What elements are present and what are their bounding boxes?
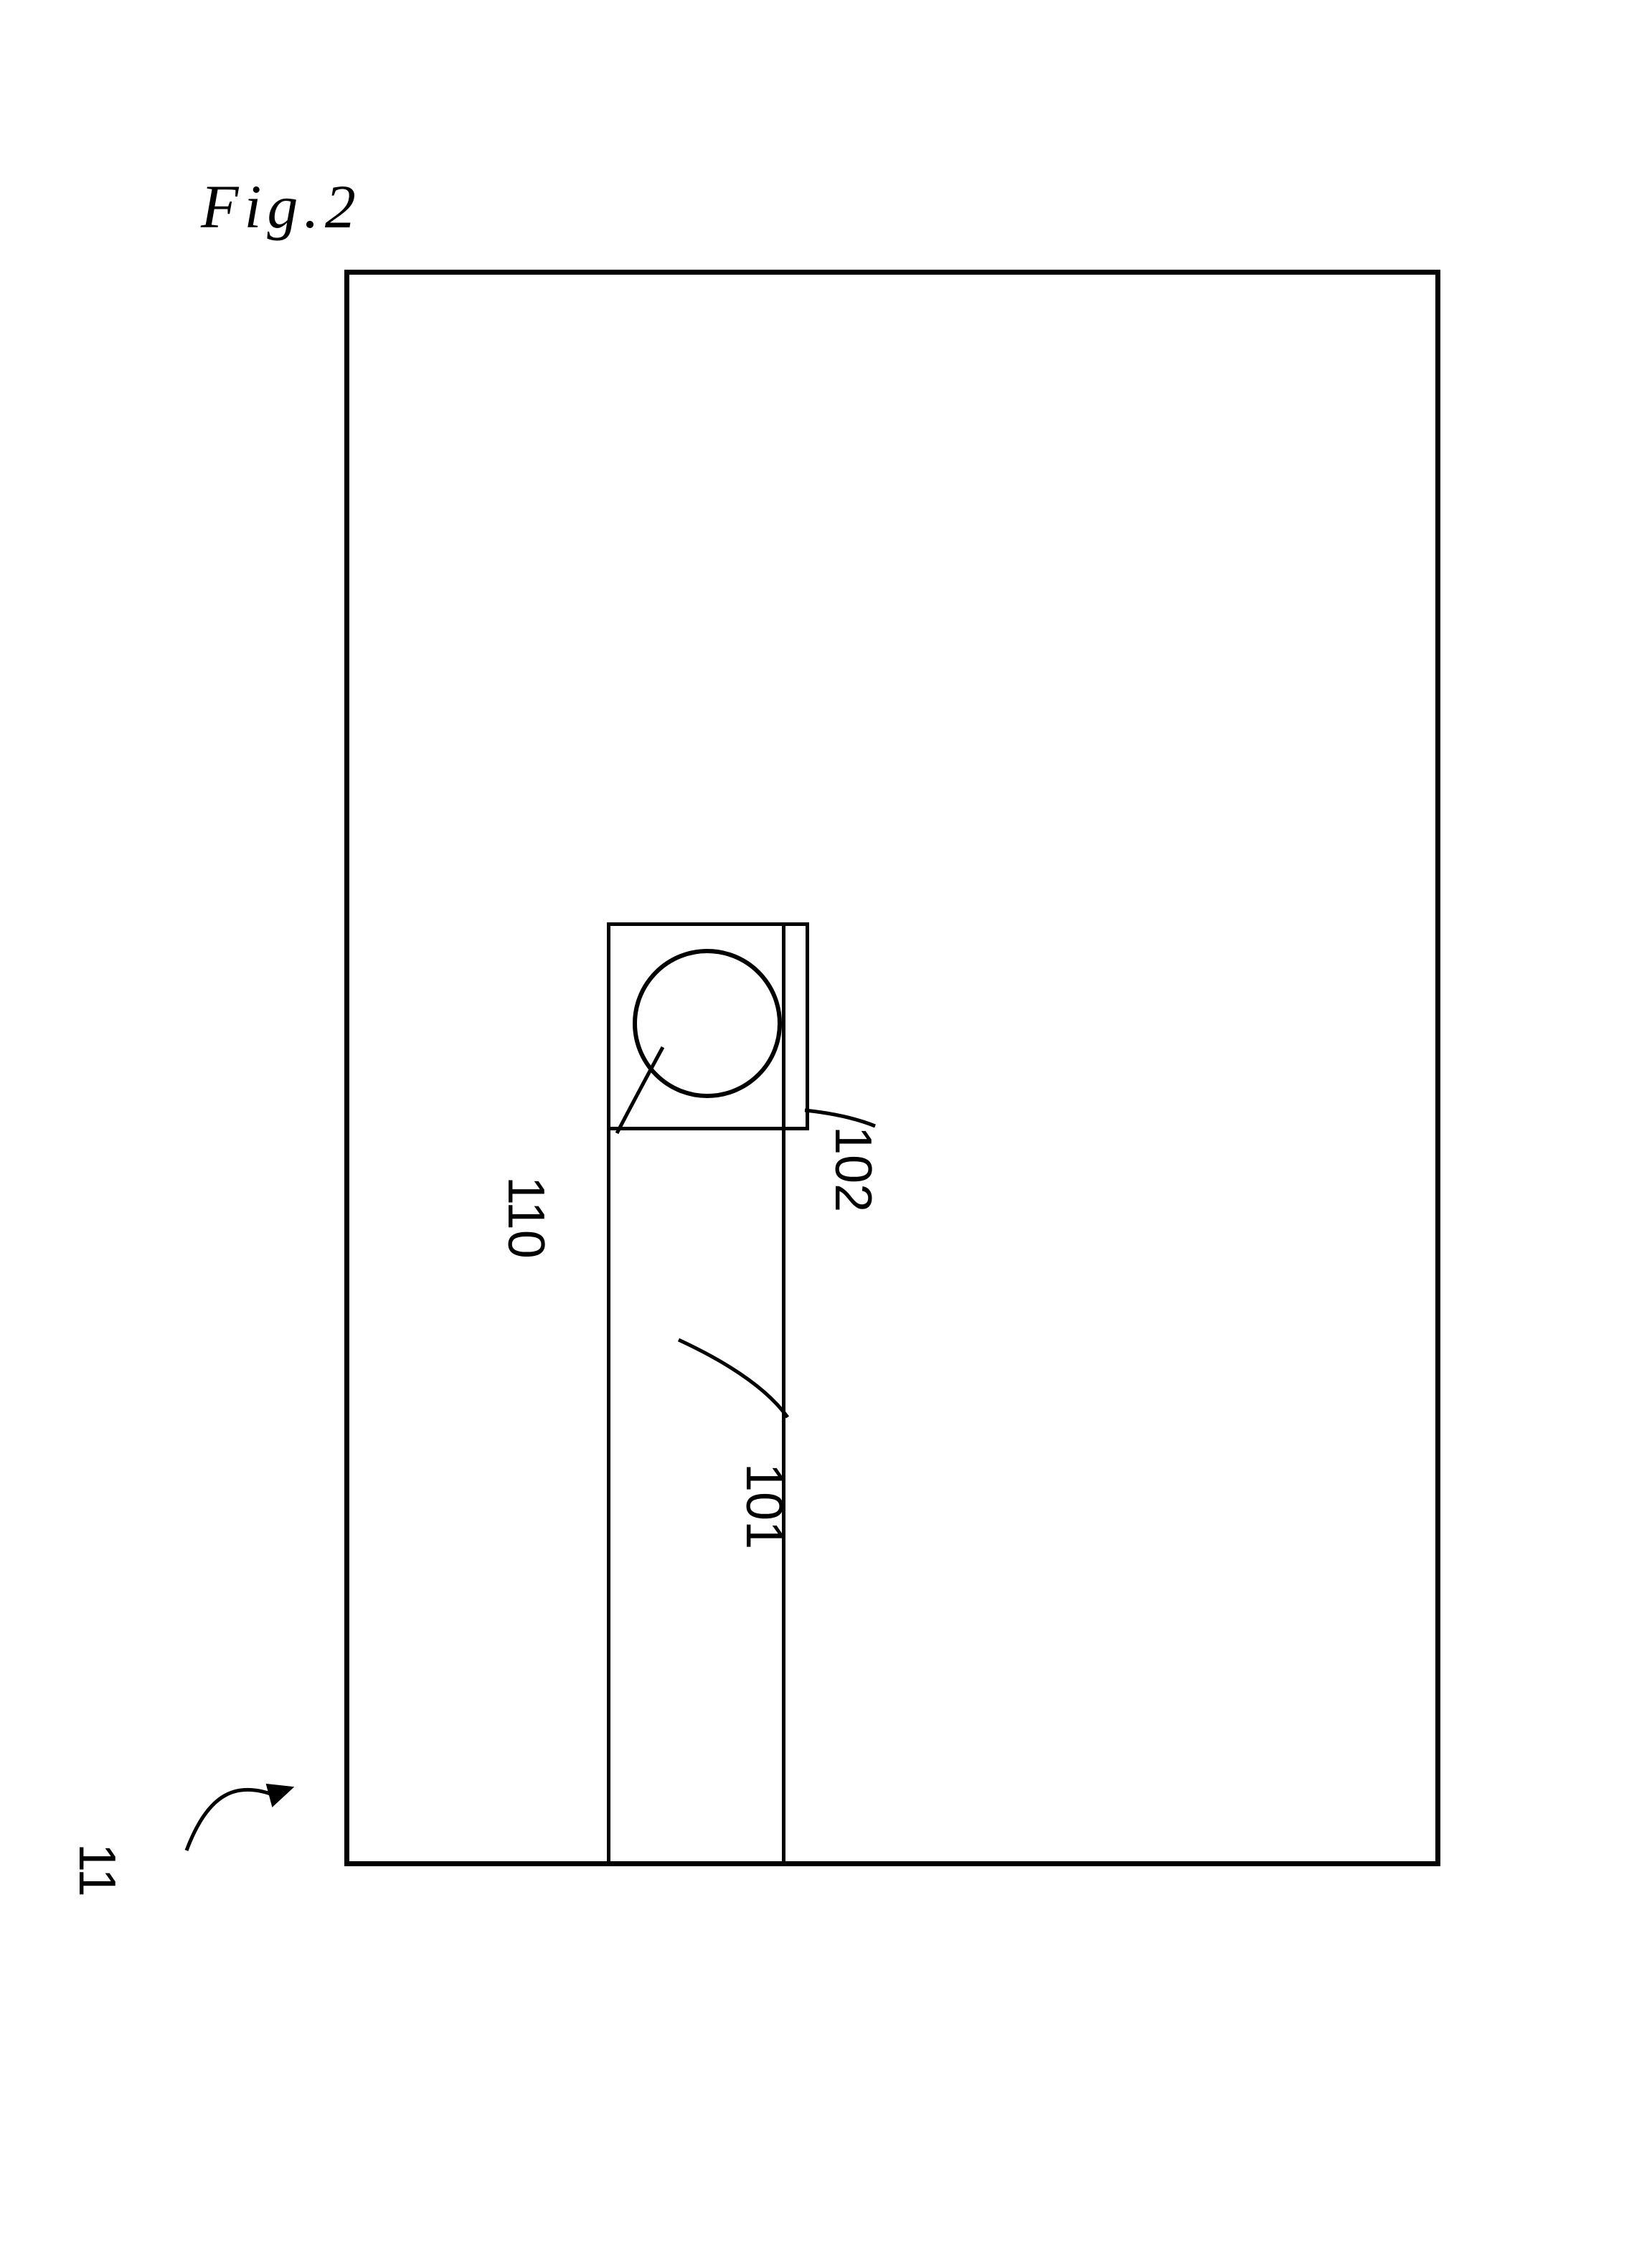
leader-11-arrow-head	[267, 1784, 293, 1806]
insert-circle	[633, 949, 782, 1098]
figure-label: Fig.2	[201, 171, 362, 242]
figure-canvas: Fig.2 101 102 110 11	[0, 0, 1652, 2260]
outer-frame	[344, 270, 1440, 1866]
leader-11-arrow-shaft	[187, 1789, 280, 1850]
ref-label-101: 101	[735, 1463, 793, 1549]
ref-label-11: 11	[67, 1843, 126, 1897]
ref-label-102: 102	[823, 1126, 882, 1212]
ref-label-110: 110	[496, 1176, 555, 1259]
